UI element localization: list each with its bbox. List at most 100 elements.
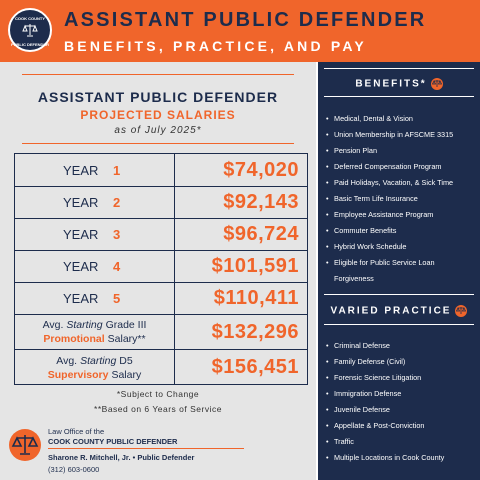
year-label: YEAR [63, 195, 99, 210]
year-label: YEAR [63, 259, 99, 274]
year-label: YEAR [63, 227, 99, 242]
practice-item: Juvenile Defense [326, 402, 476, 418]
subheading: PROJECTED SALARIES [80, 108, 236, 122]
divider [324, 324, 474, 325]
practice-item: Multiple Locations in Cook County [326, 450, 476, 466]
divider [22, 74, 294, 75]
salary: $96,724 [223, 223, 299, 245]
divider [324, 294, 474, 295]
practice-item: Forensic Science Litigation [326, 370, 476, 386]
label-part: Salary** [107, 333, 146, 345]
divider [324, 96, 474, 97]
year-cell: YEAR 1 [15, 154, 175, 186]
date: as of July 2025* [114, 125, 202, 136]
benefit-item: Union Membership in AFSCME 3315 [326, 127, 476, 143]
divider [22, 143, 294, 144]
benefit-item: Commuter Benefits [326, 223, 476, 239]
label-part: Salary [111, 368, 142, 381]
salary: $74,020 [223, 158, 299, 181]
year-cell: YEAR 4 [15, 251, 175, 282]
benefit-item: Basic Term Life Insurance [326, 191, 476, 207]
table-row: YEAR 1 $74,020 [15, 154, 307, 187]
benefit-item: Pension Plan [326, 143, 476, 159]
position-label: Avg. Starting Grade III Promotional Salary** [15, 318, 174, 346]
salary: $132,296 [211, 320, 299, 343]
benefit-item: Hybrid Work Schedule [326, 239, 476, 255]
salary-table: YEAR 1 $74,020 YEAR 2 $92,143 YEAR 3 $96,724 YEAR… [14, 153, 308, 385]
benefit-item: Paid Holidays, Vacation, & Sick Time [326, 175, 476, 191]
practice-item: Traffic [326, 434, 476, 450]
label-line: Promotional Salary** [15, 332, 174, 346]
label-part: Supervisory [47, 368, 109, 381]
practice-item: Appellate & Post-Conviction [326, 418, 476, 434]
year-cell: YEAR 5 [15, 283, 175, 314]
label-part: Avg. [42, 319, 64, 331]
logo: COOK COUNTY PUBLIC DEFENDER [8, 8, 52, 52]
label-part: Promotional [43, 333, 105, 345]
note: **Based on 6 Years of Service [94, 404, 222, 414]
info-panel: BENEFITS* Medical, Dental & VisionUnion … [318, 62, 480, 480]
benefit-item: Eligible for Public Service Loan Forgive… [326, 255, 476, 287]
salary: $110,411 [213, 287, 299, 309]
label-line: Avg. Starting Grade III [15, 318, 174, 332]
practice-item: Family Defense (Civil) [326, 354, 476, 370]
practice-item: Immigration Defense [326, 386, 476, 402]
benefits-list: Medical, Dental & VisionUnion Membership… [326, 111, 476, 287]
label-part: D5 [119, 354, 133, 367]
table-row: YEAR 2 $92,143 [15, 187, 307, 219]
table-row: YEAR 5 $110,411 [15, 283, 307, 315]
label-line: Supervisory Salary [15, 368, 174, 382]
label-part: Starting [80, 354, 117, 367]
footer-phone: (312) 603-0600 [48, 465, 100, 474]
year-number: 3 [113, 227, 121, 242]
year-label: YEAR [63, 291, 99, 306]
table-row: Avg. Starting Grade III Promotional Salary**… [15, 315, 307, 350]
label-part: Starting [66, 319, 103, 331]
salary: $101,591 [211, 255, 299, 277]
benefit-item: Deferred Compensation Program [326, 159, 476, 175]
benefits-title-text: BENEFITS* [355, 78, 427, 90]
year-number: 2 [113, 195, 121, 210]
logo-text: COOK COUNTY [15, 16, 45, 21]
year-label: YEAR [63, 162, 99, 178]
year-number: 5 [113, 291, 121, 306]
year-number: 1 [113, 162, 121, 178]
scale-icon [22, 24, 38, 37]
footer-name: COOK COUNTY PUBLIC DEFENDER [48, 437, 178, 446]
benefit-item: Medical, Dental & Vision [326, 111, 476, 127]
practice-list: Criminal DefenseFamily Defense (Civil)Fo… [326, 338, 476, 466]
divider [48, 448, 244, 449]
table-row: YEAR 3 $96,724 [15, 219, 307, 251]
practice-item: Criminal Defense [326, 338, 476, 354]
benefits-title: BENEFITS* [318, 78, 480, 90]
note: *Subject to Change [116, 389, 200, 399]
footer-defender: Sharone R. Mitchell, Jr. • Public Defend… [48, 453, 195, 462]
scale-icon [455, 305, 468, 317]
scale-icon [430, 78, 443, 90]
year-number: 4 [113, 259, 121, 274]
salary: $92,143 [223, 191, 299, 213]
logo-text: PUBLIC DEFENDER [10, 42, 49, 47]
title: ASSISTANT PUBLIC DEFENDER [64, 9, 427, 31]
subtitle: BENEFITS, PRACTICE, AND PAY [64, 38, 367, 54]
table-row: Avg. Starting D5 Supervisory Salary $156,451 [15, 350, 307, 385]
table-row: YEAR 4 $101,591 [15, 251, 307, 283]
position-cell: Avg. Starting D5 Supervisory Salary [15, 350, 175, 385]
practice-title: VARIED PRACTICE [318, 305, 480, 317]
label-part: Grade III [105, 319, 147, 331]
heading: ASSISTANT PUBLIC DEFENDER [37, 89, 279, 105]
position-cell: Avg. Starting Grade III Promotional Salary** [15, 315, 175, 349]
position-label: Avg. Starting D5 Supervisory Salary [15, 354, 174, 382]
practice-title-text: VARIED PRACTICE [330, 305, 452, 317]
footer-icon [9, 429, 41, 461]
salary-panel [0, 62, 316, 480]
year-cell: YEAR 3 [15, 219, 175, 250]
label-line: Avg. Starting D5 [15, 354, 174, 368]
year-cell: YEAR 2 [15, 187, 175, 218]
benefit-item: Employee Assistance Program [326, 207, 476, 223]
divider [324, 68, 474, 69]
header: COOK COUNTY PUBLIC DEFENDER ASSISTANT PU… [0, 0, 480, 62]
footer-office: Law Office of the [48, 427, 105, 436]
salary: $156,451 [211, 356, 299, 378]
